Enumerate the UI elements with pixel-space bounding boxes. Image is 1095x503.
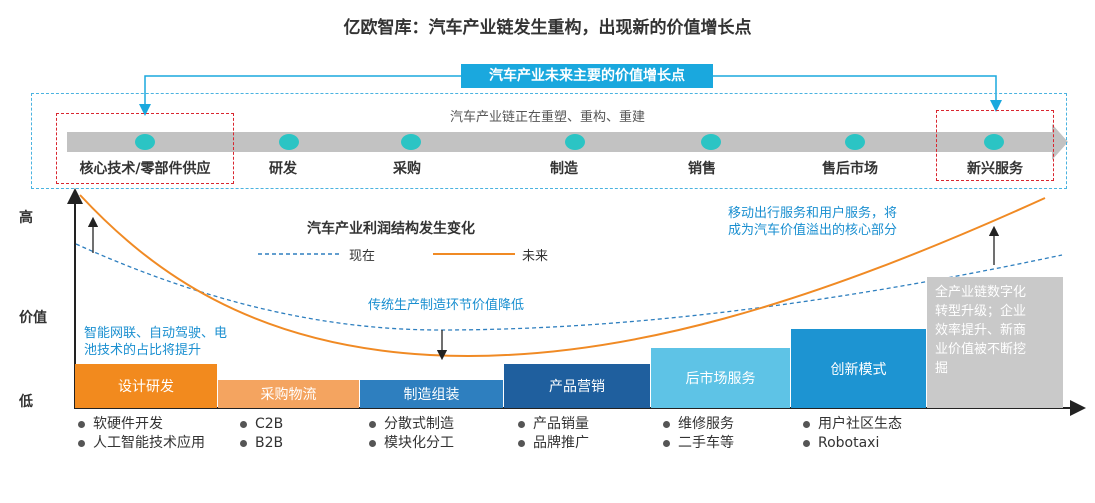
chain-dot	[135, 134, 155, 150]
bullets-marketing: 产品销量 品牌推广	[518, 415, 589, 453]
top-label: 汽车产业未来主要的价值增长点	[461, 64, 713, 88]
block-digital-transformation: 全产业链数字化 转型升级；企业 效率提升、新商 业价值被不断挖 掘	[927, 277, 1063, 408]
chain-dot	[401, 134, 421, 150]
bullet-icon	[369, 421, 376, 428]
bullet-icon	[518, 440, 525, 447]
stage-rd: 研发	[269, 161, 297, 177]
block-purchase-logistics: 采购物流	[218, 380, 359, 408]
list-item: C2B	[240, 415, 283, 434]
new-service-highlight	[936, 110, 1054, 181]
bullets-manufacture: 分散式制造 模块化分工	[369, 415, 454, 453]
future-curve	[79, 194, 1046, 357]
bullet-icon	[78, 440, 85, 447]
legend-title: 汽车产业利润结构发生变化	[307, 221, 475, 237]
bullet-icon	[240, 421, 247, 428]
note-middle: 传统生产制造环节价值降低	[368, 298, 525, 313]
bullet-icon	[803, 421, 810, 428]
chain-dot	[565, 134, 585, 150]
y-label-value: 价值	[19, 310, 47, 326]
chain-bar-head	[1052, 124, 1068, 160]
chain-dot	[845, 134, 865, 150]
note-right-top: 移动出行服务和用户服务，将 成为汽车价值溢出的核心部分	[728, 206, 898, 238]
list-item: 分散式制造	[369, 415, 454, 434]
chain-dots	[135, 134, 1004, 150]
bullet-icon	[803, 440, 810, 447]
bullet-icon	[663, 421, 670, 428]
bullets-design-rd: 软硬件开发 人工智能技术应用	[78, 415, 205, 453]
bullet-icon	[369, 440, 376, 447]
stage-new-service: 新兴服务	[967, 161, 1023, 177]
chain-dot	[279, 134, 299, 150]
right-connector-arrow	[713, 75, 1002, 112]
list-item: 模块化分工	[369, 434, 454, 453]
bullets-purchase: C2B B2B	[240, 415, 283, 453]
stage-aftermarket: 售后市场	[822, 161, 878, 177]
y-label-high: 高	[19, 210, 33, 226]
chain-dot	[701, 134, 721, 150]
block-product-marketing: 产品营销	[504, 364, 650, 408]
bullet-icon	[78, 421, 85, 428]
list-item: 产品销量	[518, 415, 589, 434]
bullets-innovation: 用户社区生态 Robotaxi	[803, 415, 902, 453]
bullet-icon	[518, 421, 525, 428]
list-item: Robotaxi	[803, 434, 902, 453]
value-chain-frame	[31, 93, 1067, 189]
list-item: 维修服务	[663, 415, 734, 434]
now-curve	[75, 243, 1063, 331]
chain-subtitle: 汽车产业链正在重塑、重构、重建	[449, 110, 645, 125]
bullet-icon	[663, 440, 670, 447]
chain-bar	[67, 132, 1052, 152]
core-tech-highlight	[56, 113, 234, 184]
chain-dot	[984, 134, 1004, 150]
list-item: B2B	[240, 434, 283, 453]
y-label-low: 低	[19, 394, 33, 410]
list-item: 用户社区生态	[803, 415, 902, 434]
block-manufacture-assembly: 制造组装	[360, 380, 503, 408]
bullet-icon	[240, 440, 247, 447]
list-item: 软硬件开发	[78, 415, 205, 434]
block-innovation-model: 创新模式	[791, 329, 926, 408]
stage-purchase: 采购	[393, 161, 421, 177]
stage-manufacture: 制造	[550, 161, 578, 177]
block-aftermarket-service: 后市场服务	[651, 348, 790, 408]
legend-future-label: 未来	[522, 249, 549, 264]
stage-sales: 销售	[688, 161, 716, 177]
list-item: 人工智能技术应用	[78, 434, 205, 453]
list-item: 二手车等	[663, 434, 734, 453]
bullets-aftermarket: 维修服务 二手车等	[663, 415, 734, 453]
note-left: 智能网联、自动驾驶、电 池技术的占比将提升	[84, 326, 228, 358]
block-design-rd: 设计研发	[75, 364, 217, 408]
stage-core-tech: 核心技术/零部件供应	[79, 161, 211, 177]
left-connector-arrow	[139, 75, 461, 116]
list-item: 品牌推广	[518, 434, 589, 453]
legend-now-label: 现在	[349, 249, 376, 264]
page-title: 亿欧智库：汽车产业链发生重构，出现新的价值增长点	[343, 18, 752, 38]
